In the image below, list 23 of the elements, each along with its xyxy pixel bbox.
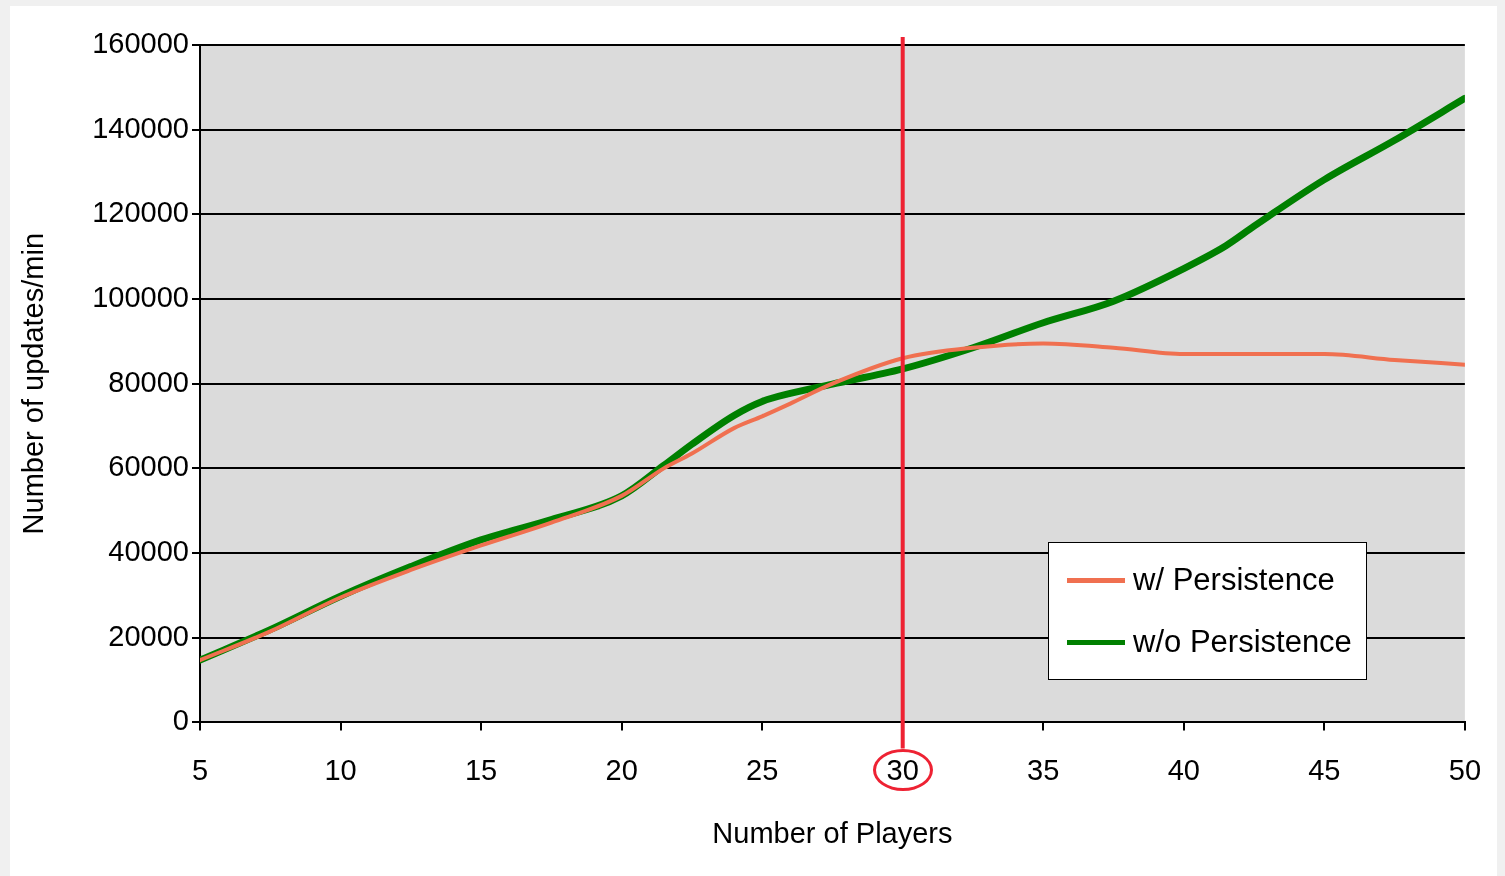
legend-label: w/ Persistence bbox=[1133, 561, 1335, 600]
x-tick-label: 40 bbox=[1167, 753, 1200, 786]
x-tick-label: 15 bbox=[464, 753, 498, 786]
y-tick-label: 0 bbox=[172, 704, 189, 737]
y-tick-label: 120000 bbox=[92, 196, 189, 229]
x-tick-label: 50 bbox=[1448, 753, 1481, 786]
x-tick-label: 35 bbox=[1027, 753, 1060, 786]
legend-label: w/o Persistence bbox=[1133, 623, 1352, 662]
y-tick-label: 80000 bbox=[108, 365, 189, 398]
x-tick-label: 45 bbox=[1308, 753, 1341, 786]
x-tick-label: 30 bbox=[886, 753, 919, 786]
y-tick-label: 100000 bbox=[92, 281, 189, 314]
x-axis-title: Number of Players bbox=[712, 816, 953, 849]
x-tick-label: 25 bbox=[746, 753, 779, 786]
y-tick-label: 60000 bbox=[108, 450, 189, 483]
y-tick-label: 20000 bbox=[108, 619, 189, 652]
y-tick-label: 140000 bbox=[92, 111, 189, 144]
x-tick-label: 5 bbox=[191, 753, 209, 786]
y-tick-label: 40000 bbox=[108, 535, 189, 568]
x-tick-label: 10 bbox=[324, 753, 357, 786]
y-tick-label: 160000 bbox=[92, 27, 189, 59]
x-tick-label: 20 bbox=[605, 753, 638, 786]
y-axis-title: Number of updates/min bbox=[17, 232, 50, 535]
